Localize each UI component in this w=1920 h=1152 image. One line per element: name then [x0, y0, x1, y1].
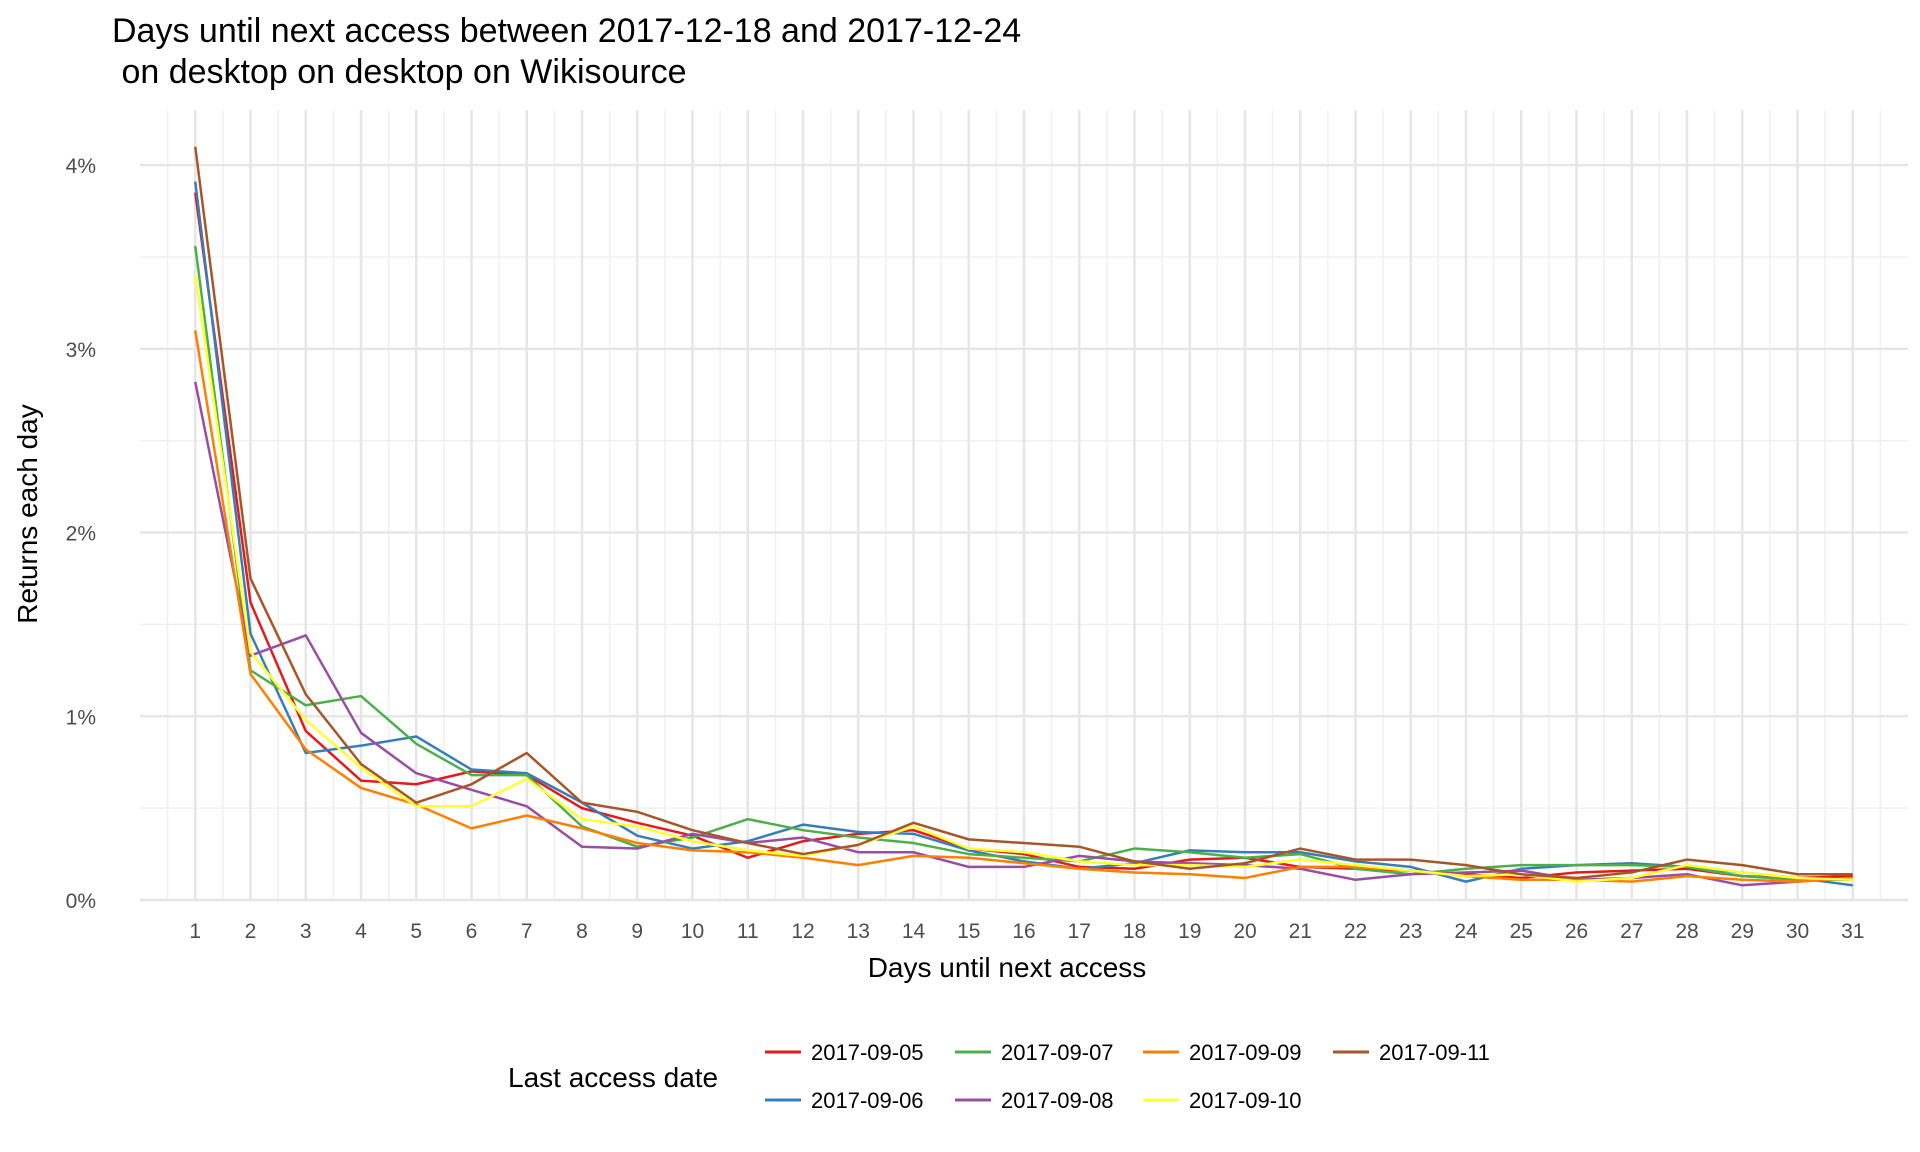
- x-tick-label: 23: [1399, 920, 1422, 943]
- x-tick-label: 20: [1233, 920, 1256, 943]
- x-tick-label: 6: [466, 920, 478, 943]
- series-line-2017-09-05: [194, 192, 1853, 880]
- x-tick-label: 13: [847, 920, 870, 943]
- x-tick-label: 31: [1841, 920, 1864, 943]
- y-axis-ticks: 0% 1% 2% 3% 4%: [66, 155, 96, 913]
- x-tick-label: 12: [791, 920, 814, 943]
- gridlines: [140, 110, 1908, 902]
- x-axis-ticks: 1 2 3 4 5 6 7 8 9 10 11 12 13 14 15 16 17 18 19 20 21 22 23 24 2…: [189, 920, 1864, 943]
- legend-title: Last access date: [508, 1062, 718, 1093]
- x-tick-label: 25: [1510, 920, 1533, 943]
- y-tick-label: 2%: [66, 523, 96, 546]
- x-tick-label: 14: [902, 920, 926, 943]
- series-line-2017-09-11: [194, 146, 1853, 880]
- x-tick-label: 5: [410, 920, 422, 943]
- x-tick-label: 28: [1675, 920, 1698, 943]
- x-tick-label: 7: [521, 920, 533, 943]
- x-tick-label: 18: [1123, 920, 1146, 943]
- y-axis-label: Returns each day: [12, 404, 43, 623]
- y-tick-label: 1%: [66, 706, 96, 729]
- legend-label: 2017-09-06: [811, 1088, 924, 1113]
- legend: 2017-09-05 2017-09-06 2017-09-07 2017-09-08…: [765, 1040, 1490, 1113]
- x-tick-label: 4: [355, 920, 367, 943]
- legend-label: 2017-09-08: [1001, 1088, 1114, 1113]
- x-tick-label: 3: [300, 920, 312, 943]
- y-tick-label: 3%: [66, 339, 96, 362]
- x-tick-label: 21: [1289, 920, 1312, 943]
- x-tick-label: 15: [957, 920, 980, 943]
- legend-label: 2017-09-09: [1189, 1040, 1302, 1065]
- x-tick-label: 10: [681, 920, 704, 943]
- y-tick-label: 0%: [66, 890, 96, 913]
- series-line-2017-09-10: [194, 275, 1853, 883]
- chart-subtitle: on desktop on desktop on Wikisource: [112, 53, 687, 91]
- x-tick-label: 19: [1178, 920, 1201, 943]
- x-tick-label: 29: [1731, 920, 1754, 943]
- legend-label: 2017-09-05: [811, 1040, 924, 1065]
- x-tick-label: 2: [245, 920, 257, 943]
- x-tick-label: 17: [1068, 920, 1091, 943]
- y-tick-label: 4%: [66, 155, 96, 178]
- series-line-2017-09-09: [194, 330, 1853, 883]
- x-tick-label: 30: [1786, 920, 1809, 943]
- x-tick-label: 27: [1620, 920, 1643, 943]
- x-tick-label: 26: [1565, 920, 1588, 943]
- x-tick-label: 11: [737, 920, 759, 943]
- x-axis-label: Days until next access: [868, 952, 1147, 983]
- x-tick-label: 22: [1344, 920, 1367, 943]
- legend-label: 2017-09-07: [1001, 1040, 1114, 1065]
- series-line-2017-09-07: [194, 245, 1853, 882]
- x-tick-label: 1: [189, 920, 201, 943]
- x-tick-label: 16: [1012, 920, 1035, 943]
- x-tick-label: 8: [576, 920, 588, 943]
- x-tick-label: 24: [1454, 920, 1478, 943]
- series-lines: [194, 146, 1853, 887]
- x-tick-label: 9: [631, 920, 643, 943]
- chart-title: Days until next access between 2017-12-1…: [112, 12, 1021, 50]
- legend-label: 2017-09-10: [1189, 1088, 1302, 1113]
- legend-label: 2017-09-11: [1379, 1040, 1490, 1065]
